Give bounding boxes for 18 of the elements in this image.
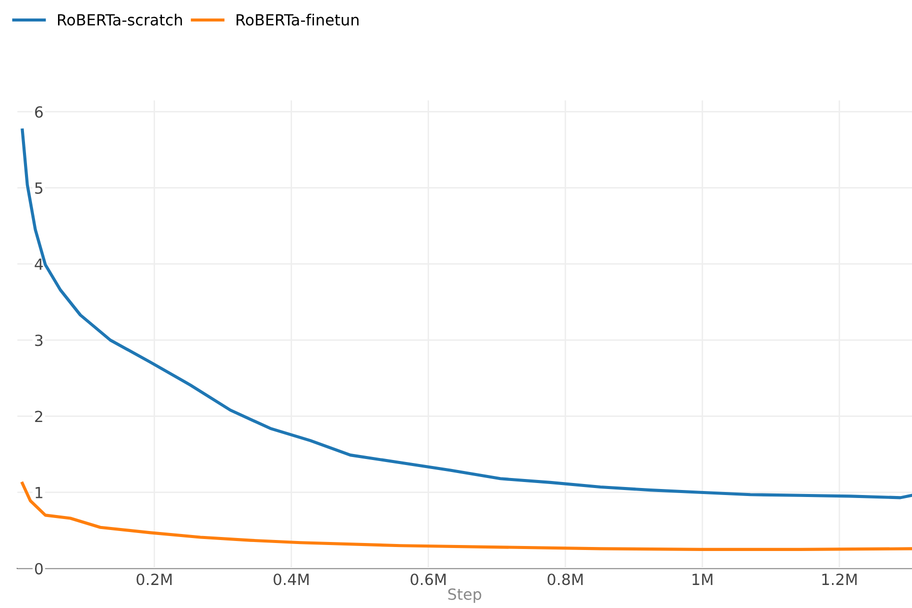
x-tick-label: 1M (692, 574, 712, 585)
y-tick-label: 4 (34, 258, 43, 270)
y-tick-label: 3 (35, 334, 42, 346)
x-tick-label: 0.6M (410, 574, 446, 586)
x-axis-title: Step (448, 588, 482, 603)
y-tick-label: 6 (35, 106, 43, 118)
x-tick-label: 1.2M (822, 574, 857, 585)
line-series (20, 128, 912, 500)
legend-label: RoBERTa-scratch (58, 14, 182, 26)
y-tick-label: 1 (36, 487, 42, 498)
line-series (20, 482, 912, 551)
legend-label: RoBERTa-finetun (236, 14, 359, 26)
y-tick-label: 2 (35, 410, 42, 422)
x-tick-label: 0.2M (136, 574, 172, 586)
x-tick-label: 0.8M (548, 574, 583, 586)
x-tick-label: 0.4M (274, 574, 309, 586)
y-tick-label: 5 (35, 182, 42, 194)
y-tick-label: 0 (35, 562, 43, 574)
